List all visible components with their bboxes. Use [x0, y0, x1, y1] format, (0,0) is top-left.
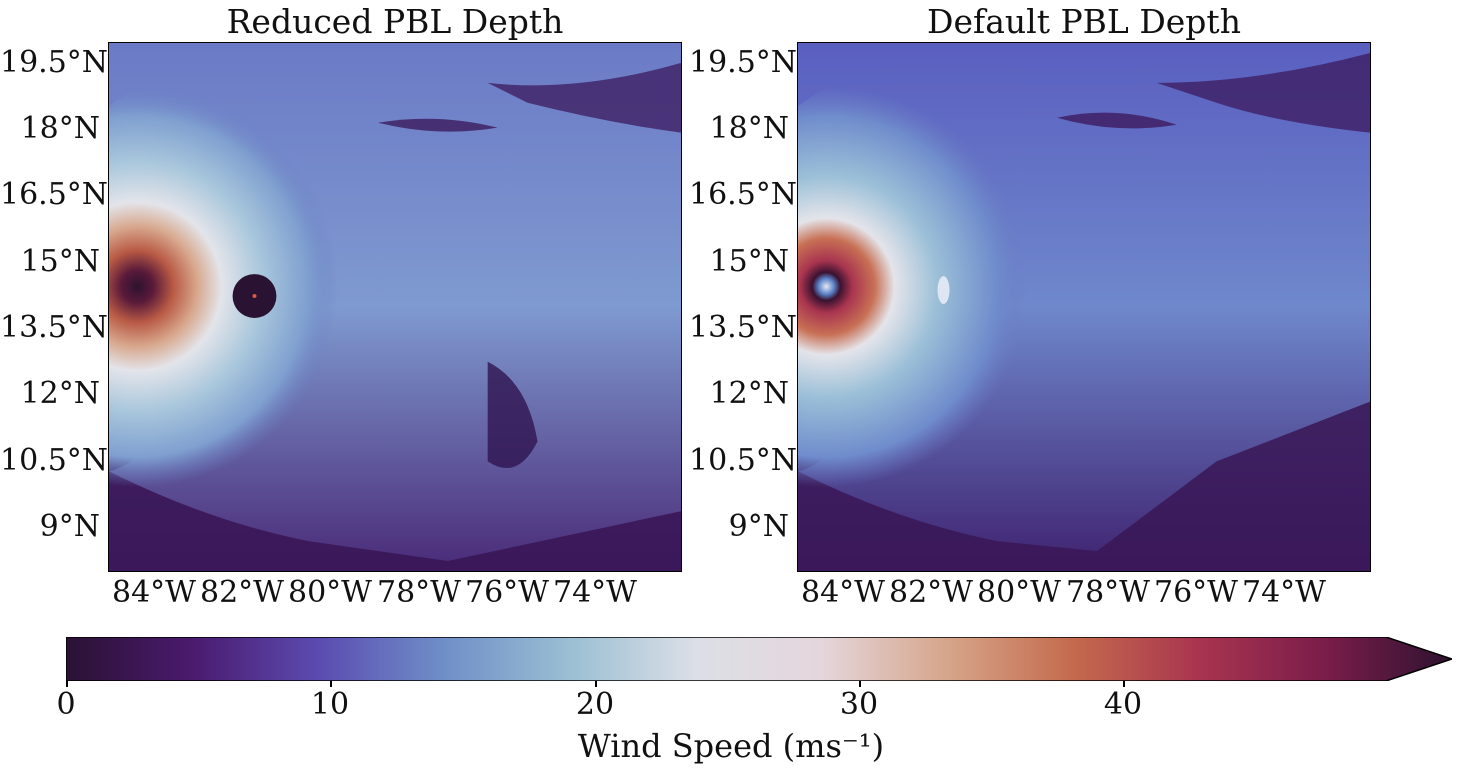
lat-tick: 19.5°N	[0, 45, 109, 80]
colorbar-tickmark	[66, 681, 68, 687]
lon-tick: 82°W	[889, 575, 974, 610]
lat-tick: 9°N	[728, 509, 789, 544]
lat-tick: 18°N	[20, 111, 100, 146]
lat-tick: 9°N	[39, 509, 100, 544]
wind-field-reduced	[109, 43, 681, 571]
lat-tick: 15°N	[709, 244, 789, 279]
lat-tick: 13.5°N	[0, 310, 109, 345]
colorbar-tick-label: 10	[310, 687, 350, 722]
lat-tick: 18°N	[709, 111, 789, 146]
map-reduced-pbl	[108, 42, 682, 572]
panel-title-reduced: Reduced PBL Depth	[226, 2, 564, 41]
lon-tick: 80°W	[288, 575, 373, 610]
colorbar-tick-label: 30	[839, 687, 879, 722]
colorbar-tickmark	[595, 681, 597, 687]
lon-tick: 74°W	[553, 575, 638, 610]
lon-tick: 80°W	[977, 575, 1062, 610]
lat-tick: 12°N	[20, 376, 100, 411]
lon-tick: 84°W	[112, 575, 197, 610]
colorbar-tick-label: 20	[575, 687, 615, 722]
lat-tick: 16.5°N	[0, 177, 109, 212]
colorbar-tickmark	[1123, 681, 1125, 687]
colorbar-tickmark	[330, 681, 332, 687]
lon-tick: 76°W	[465, 575, 550, 610]
map-default-pbl	[797, 42, 1371, 572]
colorbar-tick-label: 40	[1103, 687, 1143, 722]
colorbar-tick-label: 0	[56, 687, 76, 722]
lat-tick: 19.5°N	[689, 45, 798, 80]
lat-tick: 13.5°N	[689, 310, 798, 345]
lon-tick: 76°W	[1154, 575, 1239, 610]
lon-tick: 78°W	[1066, 575, 1151, 610]
colorbar-tickmark	[859, 681, 861, 687]
lat-tick: 12°N	[709, 376, 789, 411]
colorbar	[66, 637, 1452, 681]
lon-tick: 74°W	[1242, 575, 1327, 610]
lat-tick: 15°N	[20, 244, 100, 279]
panel-title-default: Default PBL Depth	[927, 2, 1241, 41]
lat-tick: 16.5°N	[689, 177, 798, 212]
lon-tick: 82°W	[200, 575, 285, 610]
lat-tick: 10.5°N	[689, 443, 798, 478]
lon-tick: 84°W	[801, 575, 886, 610]
colorbar-label: Wind Speed (ms⁻¹)	[577, 727, 885, 765]
lon-tick: 78°W	[377, 575, 462, 610]
wind-field-default	[798, 43, 1370, 571]
lat-tick: 10.5°N	[0, 443, 109, 478]
